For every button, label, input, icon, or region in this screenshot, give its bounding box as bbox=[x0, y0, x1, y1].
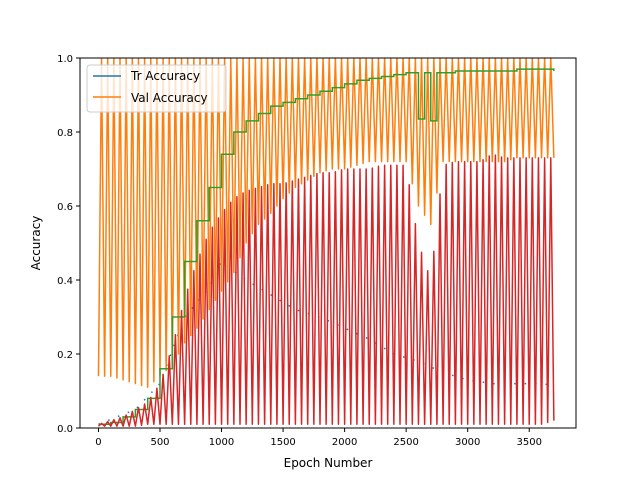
x-tick-label: 500 bbox=[150, 437, 169, 448]
series-layer bbox=[97, 58, 555, 427]
y-tick-label: 0.8 bbox=[57, 128, 73, 139]
y-axis: 0.0 0.2 0.4 0.6 0.8 1.0 bbox=[57, 54, 80, 435]
x-tick-label: 3000 bbox=[455, 437, 480, 448]
x-tick-label: 1500 bbox=[270, 437, 295, 448]
y-tick-label: 1.0 bbox=[57, 54, 73, 65]
legend: Tr Accuracy Val Accuracy bbox=[86, 64, 227, 113]
series-line-3 bbox=[97, 154, 555, 427]
legend-label-tr-accuracy: Tr Accuracy bbox=[130, 69, 200, 83]
legend-box bbox=[86, 64, 227, 113]
x-tick-label: 2000 bbox=[332, 437, 357, 448]
y-tick-label: 0.4 bbox=[57, 276, 73, 287]
y-axis-label: Accuracy bbox=[29, 216, 43, 271]
legend-label-val-accuracy: Val Accuracy bbox=[131, 91, 208, 105]
x-tick-label: 0 bbox=[95, 437, 101, 448]
y-tick-label: 0.6 bbox=[57, 202, 73, 213]
y-tick-label: 0.0 bbox=[57, 424, 73, 435]
series-line-2 bbox=[98, 68, 555, 426]
y-tick-label: 0.2 bbox=[57, 350, 73, 361]
x-tick-label: 1000 bbox=[209, 437, 234, 448]
x-tick-label: 2500 bbox=[393, 437, 418, 448]
x-tick-label: 3500 bbox=[517, 437, 542, 448]
x-axis: 0 500 1000 1500 2000 2500 3000 3500 bbox=[95, 428, 542, 448]
series-val-accuracy bbox=[97, 58, 555, 389]
x-axis-label: Epoch Number bbox=[284, 456, 373, 470]
plot-frame bbox=[79, 57, 577, 429]
